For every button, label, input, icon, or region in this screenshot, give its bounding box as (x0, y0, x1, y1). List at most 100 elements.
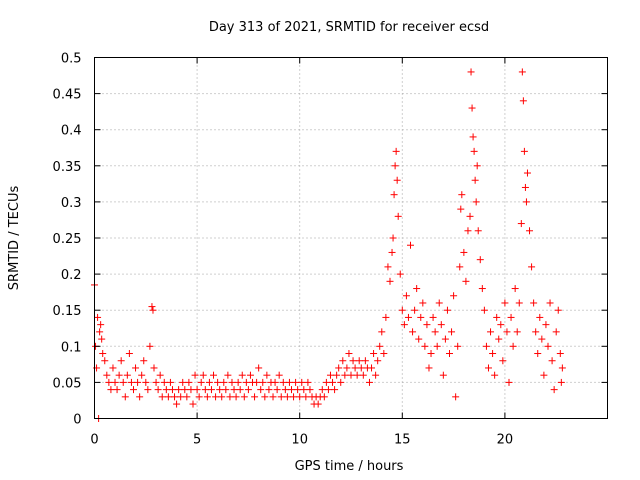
data-point (415, 335, 423, 343)
data-point (105, 378, 113, 386)
data-point (156, 371, 164, 379)
x-tick-label: 5 (193, 433, 201, 448)
data-point (540, 371, 548, 379)
data-point (359, 371, 367, 379)
data-point (261, 393, 269, 401)
data-point (400, 321, 408, 329)
data-point (97, 321, 105, 329)
data-point (520, 147, 528, 155)
data-point (421, 342, 429, 350)
data-point (507, 313, 515, 321)
data-point (179, 378, 187, 386)
data-point (214, 378, 222, 386)
data-point (300, 386, 308, 394)
y-axis-label: SRMTID / TECUs (7, 186, 22, 291)
data-point (515, 299, 523, 307)
data-point (158, 393, 166, 401)
x-tick-label: 15 (394, 433, 411, 448)
data-point (542, 321, 550, 329)
data-point (175, 386, 183, 394)
data-point (402, 292, 410, 300)
data-point (242, 378, 250, 386)
y-tick-label: 0.4 (61, 124, 82, 139)
data-point (470, 147, 478, 155)
data-point (476, 256, 484, 264)
data-point (497, 321, 505, 329)
data-point (429, 313, 437, 321)
data-point (450, 292, 458, 300)
data-point (324, 386, 332, 394)
data-point (136, 393, 144, 401)
data-point (480, 306, 488, 314)
data-point (101, 357, 109, 365)
data-point (187, 386, 195, 394)
data-point (306, 386, 314, 394)
data-point (294, 386, 302, 394)
data-point (558, 364, 566, 372)
data-point (152, 378, 160, 386)
data-point (244, 386, 252, 394)
data-point (220, 378, 228, 386)
data-point (115, 371, 123, 379)
data-point (134, 378, 142, 386)
data-point (456, 263, 464, 271)
data-point (517, 220, 525, 228)
data-point (495, 335, 503, 343)
data-point (149, 306, 157, 314)
data-point (140, 357, 148, 365)
data-point (177, 393, 185, 401)
data-point (296, 393, 304, 401)
data-point (271, 378, 279, 386)
data-point (521, 183, 529, 191)
data-point (374, 357, 382, 365)
data-point (275, 371, 283, 379)
data-point (320, 393, 328, 401)
data-point (142, 378, 150, 386)
axis-ticks (94, 57, 608, 419)
data-point (386, 277, 394, 285)
x-tick-label: 10 (291, 433, 308, 448)
data-point (478, 285, 486, 293)
data-point (384, 263, 392, 271)
data-point (365, 378, 373, 386)
data-point (103, 371, 111, 379)
data-point (487, 328, 495, 336)
y-tick-label: 0.15 (53, 304, 82, 319)
data-point (355, 357, 363, 365)
data-point (333, 371, 341, 379)
data-point (351, 364, 359, 372)
data-point (484, 364, 492, 372)
data-point (298, 378, 306, 386)
data-point (469, 133, 477, 141)
data-point (390, 191, 398, 199)
data-point (522, 198, 530, 206)
data-point (96, 328, 104, 336)
data-point (265, 386, 273, 394)
data-point (491, 371, 499, 379)
data-point (528, 263, 536, 271)
data-point (302, 393, 310, 401)
y-tick-label: 0.25 (53, 232, 82, 247)
data-point (472, 198, 480, 206)
data-point (435, 299, 443, 307)
data-point (164, 393, 172, 401)
data-point (448, 328, 456, 336)
data-point (251, 393, 259, 401)
data-point (345, 350, 353, 358)
data-point (259, 378, 267, 386)
data-point (404, 313, 412, 321)
data-point (273, 386, 281, 394)
data-point (228, 378, 236, 386)
data-point (380, 350, 388, 358)
data-point (125, 350, 133, 358)
y-tick-label: 0.35 (53, 160, 82, 175)
data-point (132, 364, 140, 372)
data-point (458, 191, 466, 199)
data-point (240, 393, 248, 401)
data-point (368, 364, 376, 372)
data-point (119, 378, 127, 386)
data-point (523, 169, 531, 177)
data-point (287, 386, 295, 394)
data-point (538, 335, 546, 343)
